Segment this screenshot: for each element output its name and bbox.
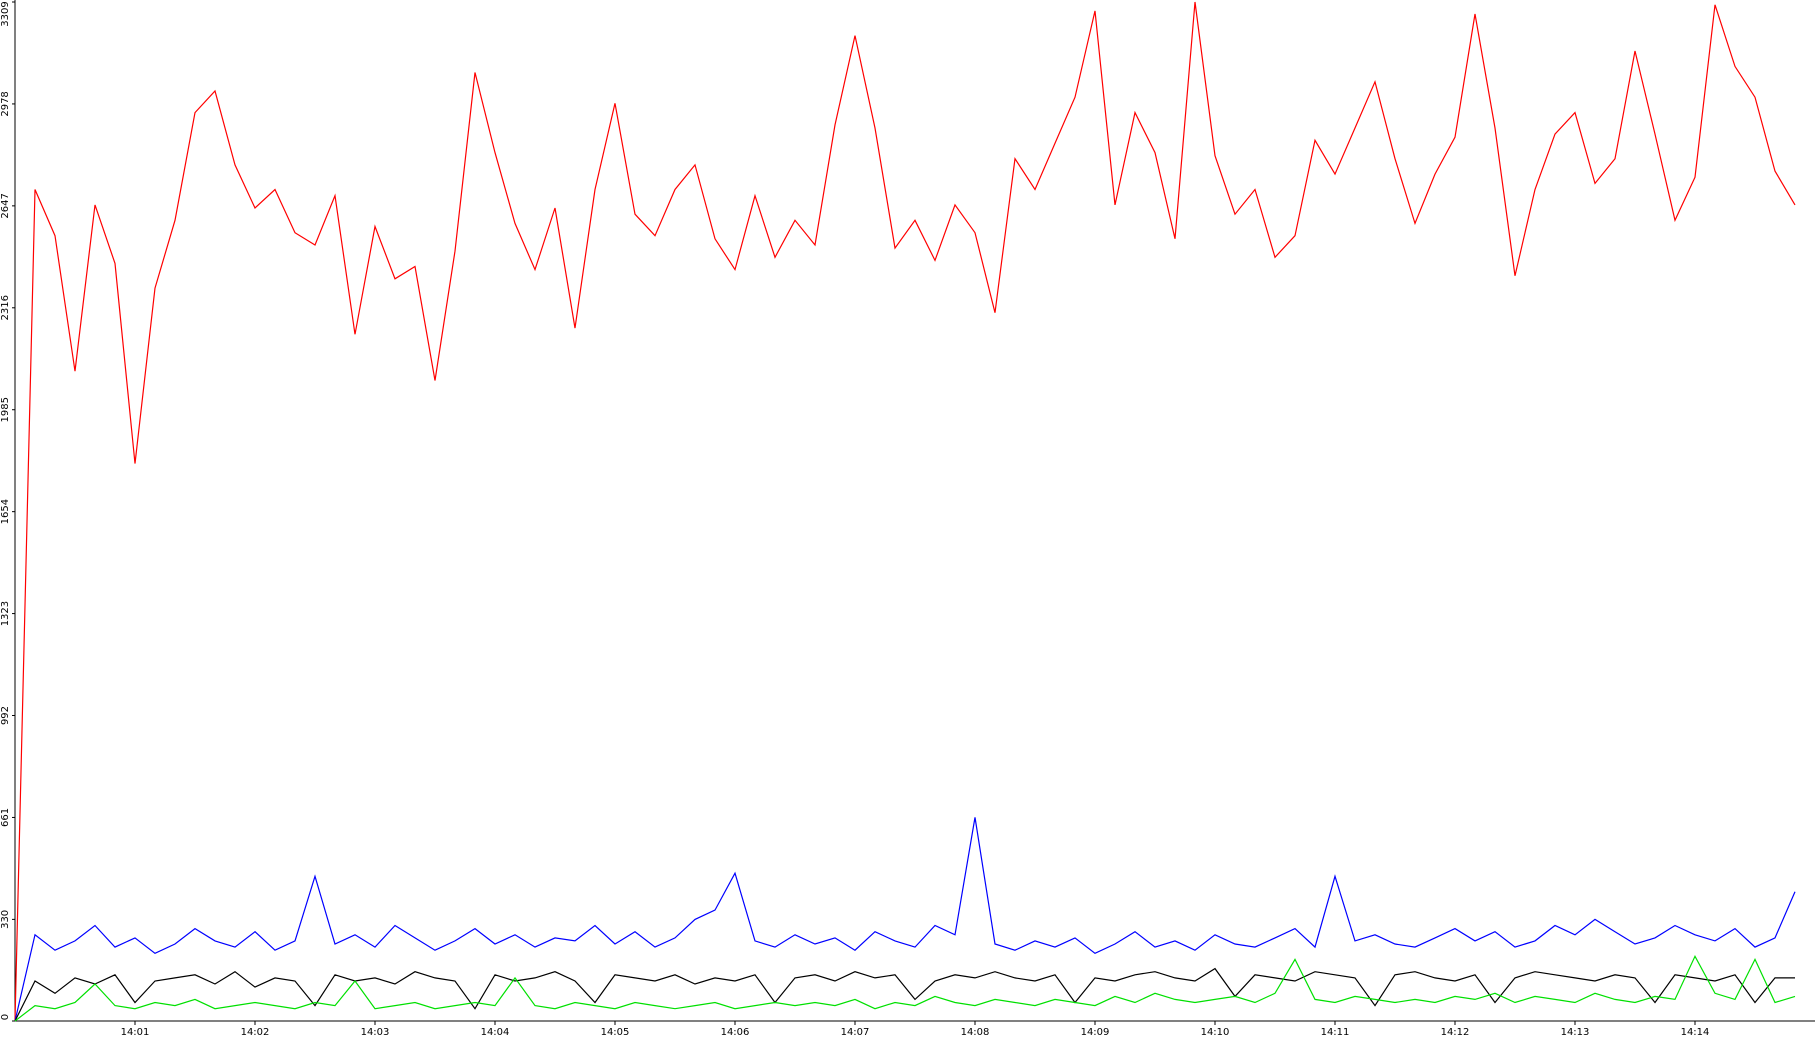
x-tick-label: 14:06 bbox=[721, 1027, 750, 1038]
y-tick-label: 1985 bbox=[0, 397, 11, 422]
series-line bbox=[14, 954, 1796, 1022]
x-tick-label: 14:05 bbox=[601, 1027, 630, 1038]
y-tick-label: 2647 bbox=[0, 193, 11, 218]
x-tick-label: 14:04 bbox=[481, 1027, 510, 1038]
y-tick-label: 330 bbox=[0, 910, 11, 929]
y-tick-label: 1654 bbox=[0, 499, 11, 524]
x-tick-label: 14:10 bbox=[1201, 1027, 1230, 1038]
y-tick-label: 992 bbox=[0, 706, 11, 725]
x-tick-label: 14:08 bbox=[961, 1027, 990, 1038]
series-line bbox=[14, 967, 1795, 1022]
x-tick-label: 14:14 bbox=[1681, 1027, 1710, 1038]
x-tick-label: 14:13 bbox=[1561, 1027, 1590, 1038]
y-tick-label: 2978 bbox=[0, 91, 11, 116]
y-tick-label: 0 bbox=[0, 1014, 11, 1020]
x-tick-label: 14:02 bbox=[241, 1027, 270, 1038]
x-tick-label: 14:07 bbox=[841, 1027, 870, 1038]
y-tick-label: 3309 bbox=[0, 1, 11, 26]
series-line bbox=[14, 817, 1796, 1022]
x-tick-label: 14:01 bbox=[121, 1027, 150, 1038]
x-tick-label: 14:11 bbox=[1321, 1027, 1350, 1038]
x-tick-label: 14:03 bbox=[361, 1027, 390, 1038]
x-tick-label: 14:09 bbox=[1081, 1027, 1110, 1038]
y-tick-label: 661 bbox=[0, 808, 11, 827]
x-tick-label: 14:12 bbox=[1441, 1027, 1470, 1038]
y-tick-label: 1323 bbox=[0, 601, 11, 626]
series-line bbox=[14, 1, 1796, 1022]
y-tick-label: 2316 bbox=[0, 295, 11, 320]
